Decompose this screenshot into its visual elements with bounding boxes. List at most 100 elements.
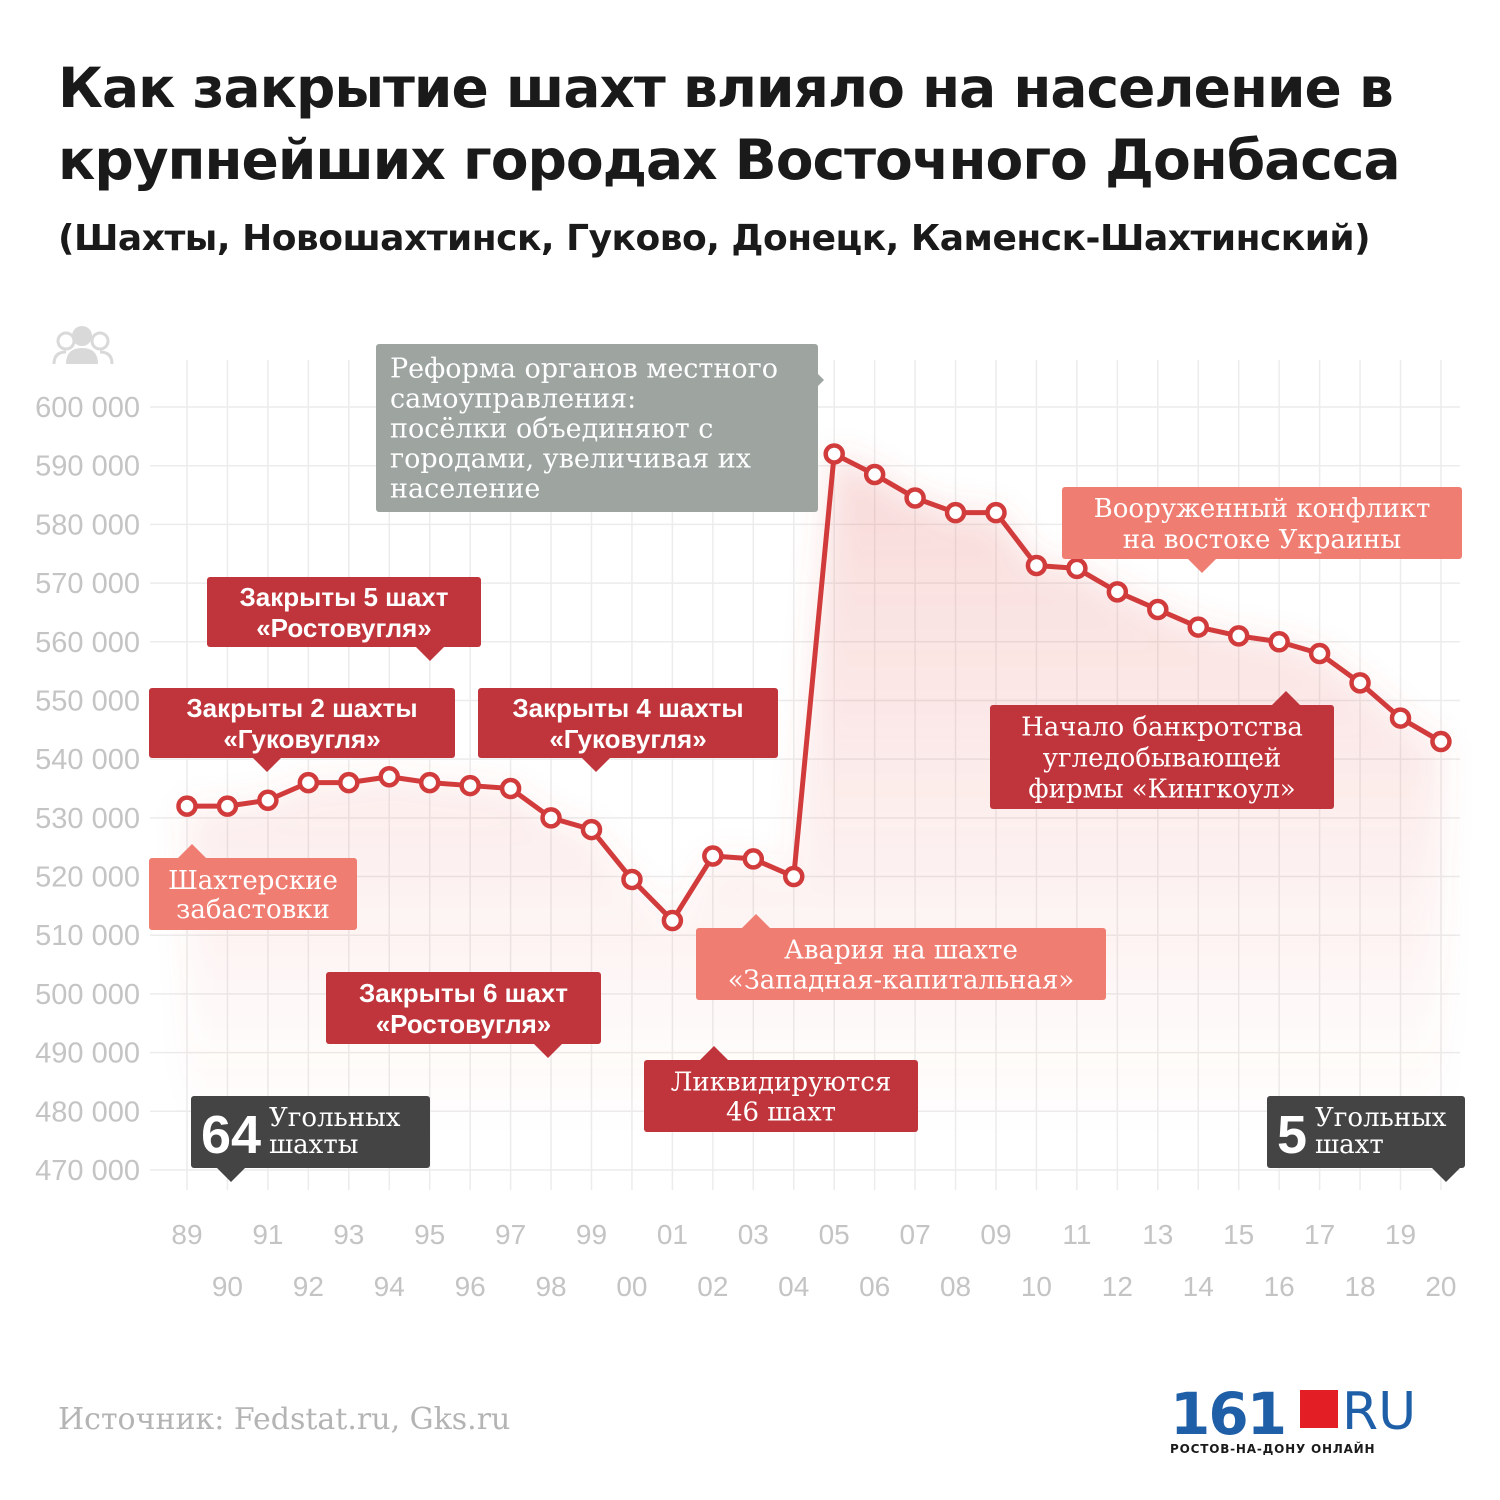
callout-text: забастовки — [176, 895, 330, 925]
x-tick-label: 04 — [778, 1271, 809, 1302]
logo-ru: RU — [1342, 1382, 1417, 1442]
data-point — [540, 807, 562, 829]
callout-text: городами, увеличивая их — [390, 444, 751, 475]
x-tick-label: 07 — [900, 1219, 931, 1250]
callout-pointer — [1272, 691, 1300, 705]
callout-text: посёлки объединяют с — [390, 414, 713, 445]
logo-square-icon — [1300, 1390, 1338, 1428]
callout-text: самоуправления: — [390, 384, 636, 415]
y-tick-label: 530 000 — [35, 803, 140, 835]
annotation-callout: Реформа органов местногосамоуправления:п… — [376, 344, 824, 512]
data-point — [580, 818, 603, 841]
callout-pointer — [742, 914, 770, 928]
line-glow — [187, 453, 1441, 1130]
x-tick-label: 94 — [374, 1271, 405, 1302]
data-point — [1227, 625, 1250, 647]
x-tick-label: 96 — [455, 1271, 486, 1302]
annotation-callout: Закрыты 2 шахты«Гуковугля» — [149, 688, 455, 772]
x-tick-label: 19 — [1385, 1219, 1416, 1250]
callout-box — [644, 1060, 918, 1132]
callout-box — [207, 577, 481, 647]
y-tick-label: 480 000 — [35, 1096, 140, 1128]
callout-text: Реформа органов местного — [390, 354, 778, 385]
x-tick-label: 91 — [252, 1219, 283, 1250]
y-tick-label: 590 000 — [35, 451, 140, 483]
data-point — [904, 487, 926, 509]
logo-number: 161 — [1170, 1380, 1287, 1448]
y-tick-label: 580 000 — [35, 509, 140, 541]
x-tick-label: 17 — [1304, 1219, 1335, 1250]
annotation-callout: Авария на шахте«Западная-капитальная» — [696, 914, 1106, 1000]
callout-text: Угольных — [1315, 1103, 1447, 1133]
y-tick-label: 470 000 — [35, 1155, 140, 1187]
callout-pointer — [534, 1044, 562, 1058]
x-tick-label: 93 — [333, 1219, 364, 1250]
callout-box — [149, 688, 455, 758]
data-point — [338, 771, 360, 794]
x-tick-label: 89 — [171, 1219, 202, 1250]
x-tick-label: 12 — [1102, 1271, 1133, 1302]
y-axis: 470 000 480 000 490 000 500 000 510 000 520 0… — [35, 392, 140, 1187]
data-point — [257, 789, 279, 811]
data-point — [985, 501, 1007, 524]
callout-text: «Гуковугля» — [549, 724, 706, 754]
callout-pointer — [253, 758, 281, 772]
x-tick-label: 18 — [1344, 1271, 1375, 1302]
data-point — [459, 774, 481, 797]
data-point — [863, 463, 886, 486]
line-series — [176, 443, 1452, 932]
data-point — [216, 795, 239, 817]
page-title: Как закрытие шахт влияло на население в … — [58, 56, 1401, 192]
y-tick-label: 560 000 — [35, 627, 140, 659]
callout-text: население — [390, 474, 540, 505]
y-tick-label: 520 000 — [35, 862, 140, 894]
callout-number: 64 — [201, 1105, 261, 1165]
data-point — [1106, 581, 1129, 603]
data-point — [1308, 642, 1331, 665]
callout-pointer — [217, 1168, 245, 1182]
callout-box — [990, 705, 1334, 809]
data-point — [418, 771, 441, 794]
y-tick-label: 490 000 — [35, 1038, 140, 1070]
source-note: Источник: Fedstat.ru, Gks.ru — [58, 1402, 511, 1437]
callout-text: Угольных — [269, 1103, 401, 1133]
data-point — [1147, 598, 1169, 621]
callout-text: Авария на шахте — [784, 935, 1018, 965]
x-tick-label: 11 — [1062, 1219, 1091, 1250]
callout-text: на востоке Украины — [1123, 525, 1401, 555]
callout-text: Закрыты 2 шахты — [186, 693, 417, 723]
callout-box — [376, 344, 818, 512]
x-tick-label: 10 — [1021, 1271, 1052, 1302]
x-tick-label: 14 — [1183, 1271, 1214, 1302]
x-tick-label: 03 — [738, 1219, 769, 1250]
annotation-callout: Закрыты 6 шахт«Ростовугля» — [326, 972, 601, 1058]
data-point — [176, 795, 198, 817]
callout-box — [326, 972, 601, 1044]
data-point — [499, 777, 522, 800]
callout-text: «Западная-капитальная» — [728, 965, 1075, 995]
callout-pointer — [810, 366, 824, 394]
page-subtitle: (Шахты, Новошахтинск, Гуково, Донецк, Ка… — [58, 218, 1371, 259]
callout-text: Ликвидируются — [671, 1067, 892, 1097]
data-point — [621, 868, 643, 891]
data-point — [1066, 557, 1088, 580]
callout-text: «Гуковугля» — [223, 724, 380, 754]
callout-text: «Ростовугля» — [256, 613, 432, 643]
y-tick-label: 510 000 — [35, 920, 140, 952]
x-tick-label: 09 — [980, 1219, 1011, 1250]
x-tick-label: 99 — [576, 1219, 607, 1250]
brand-logo: 161 RU РОСТОВ-НА-ДОНУ ОНЛАЙН — [1170, 1380, 1430, 1460]
x-tick-label: 02 — [697, 1271, 728, 1302]
x-tick-label: 13 — [1142, 1219, 1173, 1250]
callout-text: Начало банкротства — [1021, 712, 1303, 742]
callout-text: угледобывающей — [1043, 743, 1282, 773]
y-tick-label: 570 000 — [35, 568, 140, 600]
x-tick-label: 92 — [293, 1271, 324, 1302]
callout-text: 46 шахт — [726, 1097, 836, 1127]
callout-box — [696, 928, 1106, 1000]
area-glow — [187, 453, 1441, 1130]
